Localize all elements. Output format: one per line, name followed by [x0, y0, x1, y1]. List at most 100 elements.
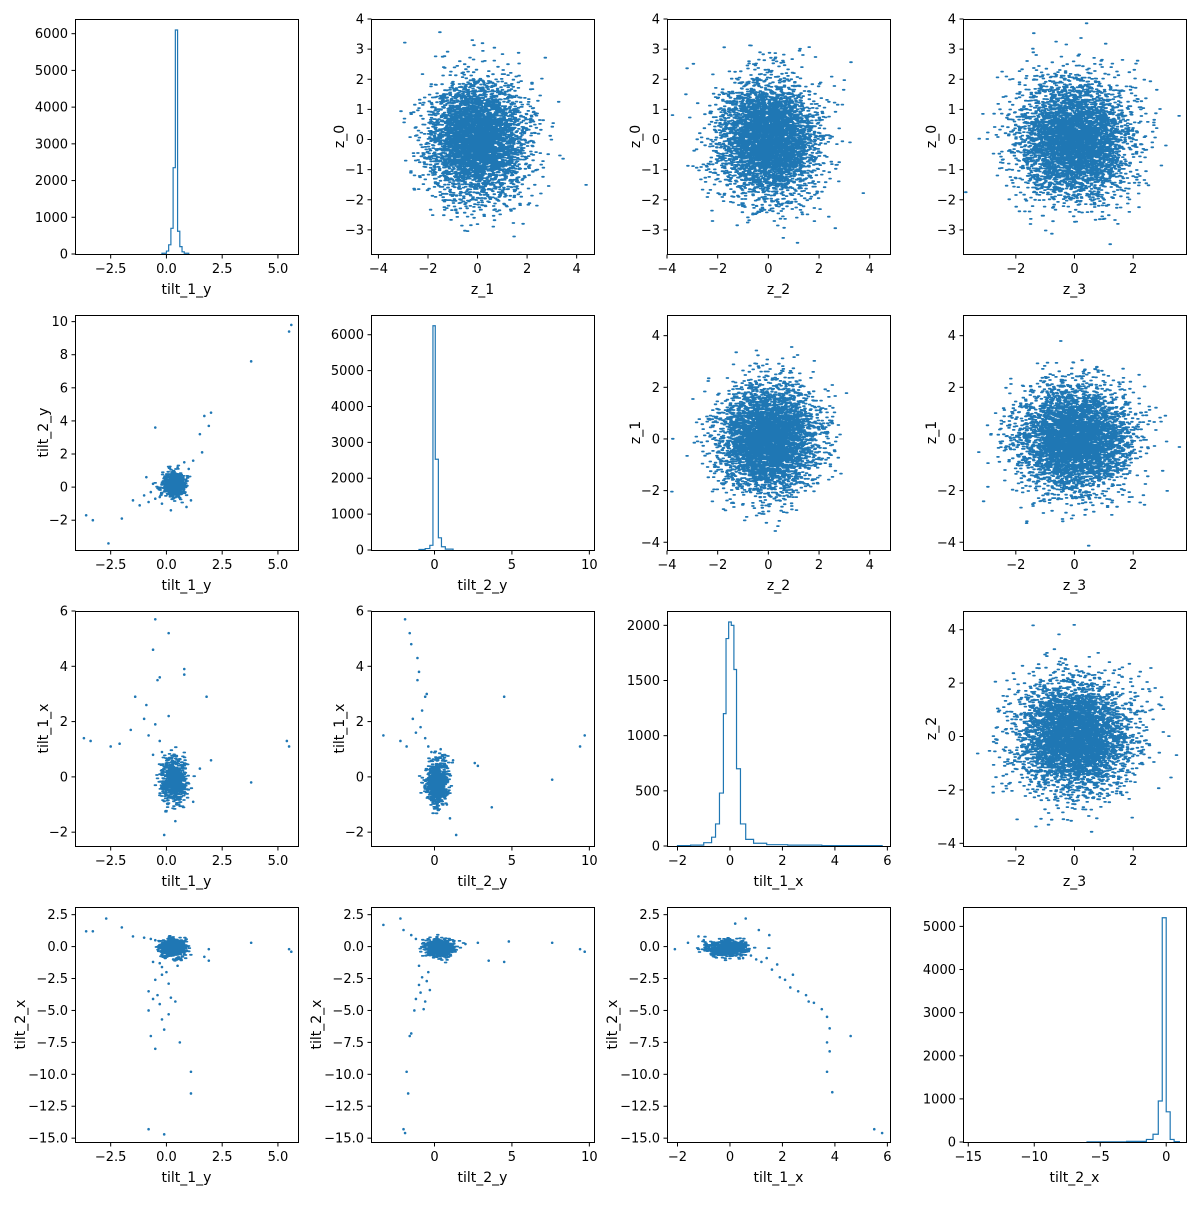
- scatter-point: [163, 1028, 166, 1031]
- y-tick-label: 0: [652, 840, 660, 855]
- y-tick-label: −10.0: [324, 1068, 364, 1083]
- histogram-bin: [746, 839, 754, 846]
- y-tick-label: 2.5: [47, 908, 68, 923]
- x-tick-label: 0: [430, 1150, 438, 1165]
- scatter-point: [422, 1008, 425, 1011]
- x-axis-label: tilt_1_x: [754, 874, 804, 890]
- scatter-point: [702, 939, 705, 942]
- x-axis-label: tilt_1_y: [162, 282, 212, 298]
- histogram-bin: [1153, 1134, 1158, 1142]
- scatter-point: [416, 657, 419, 660]
- scatter-point: [429, 989, 432, 992]
- scatter-point: [132, 499, 135, 502]
- scatter-point: [760, 961, 763, 964]
- plot-marks: [419, 326, 453, 550]
- x-tick-label: 5.0: [268, 854, 289, 869]
- plot-marks: [965, 23, 1180, 244]
- scatter-point: [190, 1092, 193, 1095]
- scatter-point: [121, 926, 124, 929]
- y-tick-label: −1: [937, 163, 956, 178]
- y-axis-label: z_1: [924, 421, 940, 444]
- scatter-point: [402, 929, 405, 932]
- y-tick-label: 1000: [35, 211, 68, 226]
- x-tick-label: 10: [581, 1150, 598, 1165]
- scatter-point: [286, 740, 289, 743]
- scatter-point: [768, 934, 771, 937]
- plot-marks: [674, 917, 884, 1134]
- scatter-point: [750, 954, 753, 957]
- x-tick-label: 2: [778, 854, 786, 869]
- scatter-point: [154, 978, 157, 981]
- scatter-point: [83, 737, 86, 740]
- scatter-point: [132, 935, 135, 938]
- x-tick-label: −2.5: [95, 262, 127, 277]
- x-tick-label: 10: [581, 854, 598, 869]
- y-tick-label: −5.0: [36, 1004, 68, 1019]
- plot-marks: [85, 324, 293, 545]
- plot-marks: [382, 618, 586, 836]
- y-tick-label: 0: [356, 770, 364, 785]
- scatter-point: [881, 1132, 884, 1135]
- scatter-point: [158, 1003, 161, 1006]
- x-tick-label: 4: [831, 1150, 839, 1165]
- scatter-point: [421, 976, 424, 979]
- y-tick-label: −3: [937, 223, 956, 238]
- scatter-point: [410, 934, 413, 937]
- scatter-point: [413, 1009, 416, 1012]
- scatter-point: [755, 958, 758, 961]
- x-tick-label: 5.0: [268, 262, 289, 277]
- y-axis-label: tilt_2_x: [13, 1000, 29, 1050]
- x-tick-label: 0: [1070, 854, 1078, 869]
- x-axis-label: tilt_1_y: [162, 578, 212, 594]
- y-tick-label: 4: [948, 13, 956, 28]
- x-axis-label: z_2: [767, 578, 790, 594]
- scatter-point: [290, 324, 293, 327]
- scatter-point: [145, 704, 148, 707]
- scatter-point: [771, 968, 774, 971]
- x-tick-label: 0: [726, 1150, 734, 1165]
- plot-marks: [671, 347, 847, 531]
- x-tick-label: 5: [508, 558, 516, 573]
- y-tick-label: −2: [345, 193, 364, 208]
- scatter-point: [147, 990, 150, 993]
- y-tick-label: 3000: [35, 137, 68, 152]
- scatter-point: [121, 517, 124, 520]
- x-tick-label: 2: [1129, 558, 1137, 573]
- x-axis-label: tilt_1_x: [754, 1170, 804, 1186]
- y-tick-label: 2000: [331, 472, 364, 487]
- x-tick-label: 5.0: [268, 1150, 289, 1165]
- x-tick-label: 0: [1070, 262, 1078, 277]
- scatter-point: [210, 759, 213, 762]
- x-axis-label: tilt_2_y: [458, 1170, 508, 1186]
- y-tick-label: −3: [345, 223, 364, 238]
- scatter-point: [163, 1133, 166, 1136]
- y-tick-label: 6000: [35, 27, 68, 42]
- y-axis-label: z_1: [628, 421, 644, 444]
- y-tick-label: 0: [356, 133, 364, 148]
- histogram-step-line: [419, 326, 453, 550]
- scatter-point: [430, 751, 433, 754]
- scatter-point: [826, 1070, 829, 1073]
- y-tick-label: 8: [60, 348, 68, 363]
- x-axis-label: tilt_2_y: [458, 874, 508, 890]
- scatter-point: [205, 695, 208, 698]
- x-axis-label: z_3: [1063, 578, 1086, 594]
- scatter-point: [288, 745, 291, 748]
- y-tick-label: −2: [345, 826, 364, 841]
- y-tick-label: 10: [51, 315, 68, 330]
- scatter-point: [742, 957, 745, 960]
- x-axis-label: tilt_1_y: [162, 874, 212, 890]
- y-tick-label: 1: [948, 103, 956, 118]
- y-tick-label: 0.0: [343, 940, 364, 955]
- y-tick-label: −12.5: [28, 1100, 68, 1115]
- axes-frame: [76, 20, 299, 255]
- y-tick-label: 2: [60, 715, 68, 730]
- scatter-point: [129, 729, 132, 732]
- y-tick-label: −15.0: [324, 1132, 364, 1147]
- scatter-point: [404, 1132, 407, 1135]
- scatter-point: [427, 971, 430, 974]
